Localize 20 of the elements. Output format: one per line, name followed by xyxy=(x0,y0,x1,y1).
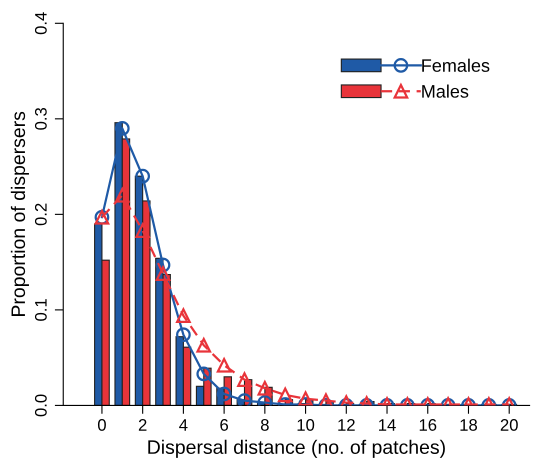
legend-label: Females xyxy=(422,58,490,72)
x-tick-label: 16 xyxy=(420,419,436,431)
x-tick-label: 14 xyxy=(379,419,396,431)
y-tick-label: 0.1 xyxy=(34,299,47,321)
x-tick-label: 2 xyxy=(138,419,146,431)
legend-label: Males xyxy=(422,84,468,98)
x-tick-label: 0 xyxy=(98,419,106,431)
x-axis-title: Dispersal distance (no. of patches) xyxy=(148,440,445,458)
x-tick-label: 6 xyxy=(220,419,228,431)
x-tick-label: 12 xyxy=(338,419,355,431)
x-tick-label: 8 xyxy=(260,419,269,431)
x-tick-label: 20 xyxy=(500,419,518,431)
x-tick-label: 4 xyxy=(179,419,188,431)
y-axis-title: Proportion of dispersers xyxy=(10,112,29,316)
x-tick-label: 10 xyxy=(298,419,314,431)
y-tick-label: 0.4 xyxy=(34,12,47,34)
y-tick-label: 0.3 xyxy=(34,108,47,130)
y-tick-label: 0.2 xyxy=(34,204,47,226)
y-tick-label: 0.0 xyxy=(34,394,47,416)
x-tick-label: 18 xyxy=(460,419,478,431)
